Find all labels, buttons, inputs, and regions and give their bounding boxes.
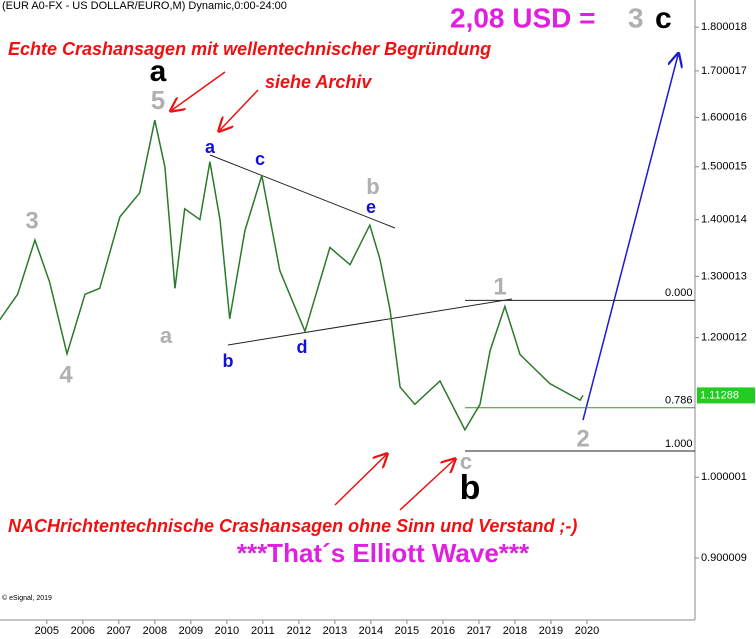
x-tick-label: 2020 [575, 625, 599, 637]
x-tick-label: 2015 [395, 625, 419, 637]
annotation: e [366, 197, 376, 217]
y-tick-label: 1.200012 [701, 332, 747, 344]
price-line [0, 120, 584, 432]
annotation: b [223, 351, 234, 371]
annotation: 3 [628, 2, 644, 33]
arrow [220, 89, 259, 130]
annotation: siehe Archiv [265, 72, 372, 92]
trend-line [209, 154, 396, 229]
x-tick-label: 2016 [431, 625, 455, 637]
annotation: b [366, 174, 379, 199]
y-tick-label: 1.500015 [701, 161, 747, 173]
x-tick-label: 2014 [359, 625, 383, 637]
annotation: c [460, 449, 472, 474]
annotation: 4 [59, 361, 73, 388]
annotation: b [460, 469, 481, 507]
annotation: 5 [151, 85, 165, 115]
y-tick-label: 1.800018 [701, 21, 747, 33]
annotation: 3 [25, 207, 38, 234]
annotation: 2,08 USD = [450, 2, 596, 33]
fib-label: 0.786 [665, 395, 693, 407]
x-tick-label: 2013 [323, 625, 347, 637]
annotation: c [255, 149, 265, 169]
arrow [334, 455, 386, 506]
arrow [582, 55, 678, 421]
annotation: 2 [576, 425, 589, 452]
annotation: c [655, 2, 672, 35]
y-tick-label: 1.600016 [701, 111, 747, 123]
x-tick-label: 2009 [179, 625, 203, 637]
annotation: a [150, 55, 167, 88]
y-tick-label: 1.400014 [701, 214, 747, 226]
y-tick-label: 1.700017 [701, 65, 747, 77]
y-tick-label: 0.900009 [701, 552, 747, 564]
annotation: ***That´s Elliott Wave*** [237, 538, 530, 568]
last-price-label: 1.11288 [700, 389, 739, 401]
x-tick-label: 2012 [287, 625, 311, 637]
header: (EUR A0-FX - US DOLLAR/EURO,M) Dynamic,0… [2, 0, 287, 12]
arrow [172, 71, 226, 110]
x-tick-label: 2006 [71, 625, 95, 637]
annotation: Echte Crashansagen mit wellentechnischer… [8, 39, 491, 59]
fib-label: 1.000 [665, 438, 693, 450]
x-tick-label: 2011 [251, 625, 275, 637]
y-tick-label: 1.000001 [701, 471, 747, 483]
x-tick-label: 2008 [143, 625, 167, 637]
annotation: d [297, 337, 308, 357]
annotation: a [205, 137, 216, 157]
x-tick-label: 2018 [503, 625, 527, 637]
x-tick-label: 2017 [467, 625, 491, 637]
arrow [399, 460, 454, 511]
fib-label: 0.000 [665, 287, 693, 299]
x-tick-label: 2007 [107, 625, 131, 637]
x-tick-label: 2010 [215, 625, 239, 637]
trend-line [227, 298, 513, 346]
x-tick-label: 2019 [539, 625, 563, 637]
annotation: NACHrichtentechnische Crashansagen ohne … [8, 516, 577, 536]
last-price-box [697, 387, 755, 404]
annotation: 1 [493, 273, 506, 300]
annotation: a [160, 323, 173, 348]
y-tick-label: 1.300013 [701, 270, 747, 282]
x-tick-label: 2005 [35, 625, 59, 637]
footer: © eSignal, 2019 [2, 594, 52, 602]
